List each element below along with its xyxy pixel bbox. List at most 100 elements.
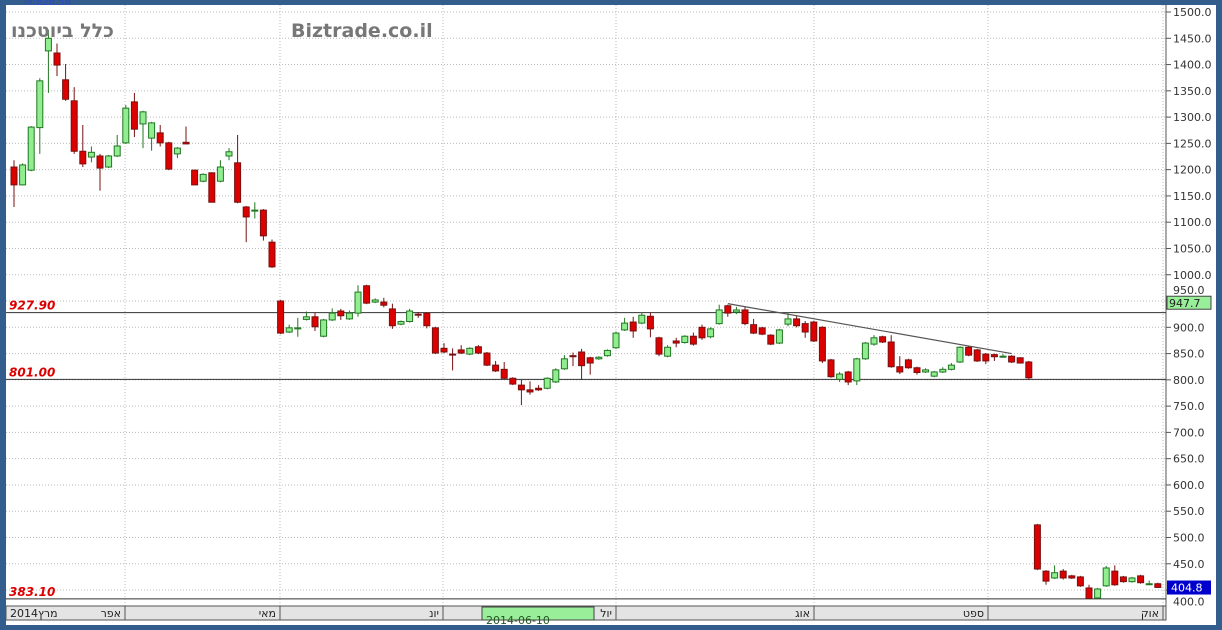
x-axis-label: יול — [600, 607, 612, 620]
candle-body — [182, 141, 190, 145]
candle-body — [1008, 355, 1016, 363]
candle-body — [105, 155, 113, 168]
candle-body — [492, 364, 500, 372]
candle-body — [1102, 567, 1110, 587]
candle-body — [234, 162, 242, 203]
y-tick-label: 1250.0 — [1173, 137, 1212, 150]
last-price-box — [1167, 580, 1211, 595]
candle-body — [1094, 588, 1102, 599]
candle-body — [1059, 570, 1067, 579]
candle-body — [1137, 575, 1145, 584]
candle-body — [457, 349, 465, 354]
candle-body — [767, 334, 775, 345]
x-axis-label: ספט — [963, 607, 984, 620]
candle-body — [311, 316, 319, 328]
candle-body — [509, 377, 517, 385]
candle-body — [173, 147, 181, 155]
candle-body — [474, 346, 482, 354]
candle-body — [870, 337, 878, 345]
y-tick-label: 750.0 — [1173, 400, 1205, 413]
candle-body — [595, 356, 603, 360]
candle-body — [879, 336, 887, 343]
candle-body — [259, 209, 267, 237]
y-tick-label: 600.0 — [1173, 479, 1205, 492]
candle-body — [956, 346, 964, 363]
candle-body — [466, 347, 474, 355]
cursor-date-box — [481, 606, 595, 621]
candle-body — [689, 335, 697, 345]
candle-body — [646, 315, 654, 330]
candle-body — [517, 384, 525, 391]
candle-body — [199, 173, 207, 182]
y-tick-label: 1000.0 — [1173, 269, 1212, 282]
candle-body — [655, 337, 663, 355]
x-axis-label: יונ — [429, 607, 439, 620]
candle-body — [896, 366, 904, 373]
candle-body — [87, 151, 95, 158]
y-tick-label: 1150.0 — [1173, 190, 1212, 203]
candle-body — [53, 52, 61, 66]
candle-body — [10, 166, 18, 186]
candle-body — [268, 241, 276, 268]
candle-body — [982, 353, 990, 362]
y-tick-label: 1500.0 — [1173, 6, 1212, 19]
candle-body — [853, 358, 861, 382]
candle-body — [861, 342, 869, 360]
y-tick-label: 500.0 — [1173, 532, 1205, 545]
y-tick-label: 1350.0 — [1173, 85, 1212, 98]
site-watermark: Biztrade.co.il — [291, 20, 433, 42]
candle-body — [294, 327, 302, 330]
candle-body — [664, 346, 672, 357]
candle-body — [784, 318, 792, 325]
level-label: 383.10 — [9, 585, 55, 599]
candle-body — [406, 310, 414, 323]
candle-body — [612, 332, 620, 349]
candle-body — [388, 308, 396, 327]
candle-body — [913, 367, 921, 373]
candle-body — [27, 126, 35, 171]
candle-body — [139, 111, 147, 125]
candle-body — [990, 354, 998, 358]
candle-body — [431, 327, 439, 354]
candle-body — [1154, 583, 1162, 588]
candle-body — [1111, 570, 1119, 586]
level-label: 927.90 — [9, 299, 55, 313]
chart-frame: 1500.0 1450.0 1400.0 1350.0 1300.0 1250.0 1200… — [6, 0, 1216, 625]
y-tick-label: 1400.0 — [1173, 59, 1212, 72]
y-tick-label: 550.0 — [1173, 505, 1205, 518]
candle-body — [208, 172, 216, 203]
marker-price-box — [1166, 295, 1212, 310]
candle-body — [827, 359, 835, 378]
candle-body — [354, 291, 362, 314]
x-axis-label: מאי — [259, 607, 276, 620]
candle-body — [130, 101, 138, 130]
y-tick-label: 850.0 — [1173, 348, 1205, 361]
candle-body — [638, 314, 646, 324]
candle-body — [345, 312, 353, 320]
candle-body — [165, 142, 173, 170]
candle-body — [156, 132, 164, 144]
candle-body — [96, 155, 104, 169]
candle-body — [930, 371, 938, 377]
candle-body — [1025, 361, 1033, 379]
candle-body — [973, 349, 981, 362]
candle-body — [363, 285, 371, 304]
candle-body — [337, 310, 345, 317]
y-tick-label: 1100.0 — [1173, 216, 1212, 229]
candle-body — [1051, 572, 1059, 579]
indicator-value: M:828.56 — [24, 0, 71, 8]
y-tick-label: 650.0 — [1173, 453, 1205, 466]
y-tick-label: 400.0 — [1173, 596, 1205, 609]
candle-body — [1016, 357, 1024, 364]
candle-body — [371, 299, 379, 303]
candle-body — [414, 313, 422, 316]
candle-body — [724, 305, 732, 314]
candle-body — [1119, 576, 1127, 583]
cursor-date: 2014-06-10 — [486, 614, 550, 625]
candle-body — [36, 80, 44, 129]
candle-body — [1076, 576, 1084, 587]
candle-body — [191, 169, 199, 186]
candle-body — [1042, 570, 1050, 582]
candle-body — [440, 347, 448, 353]
candle-body — [603, 349, 611, 357]
